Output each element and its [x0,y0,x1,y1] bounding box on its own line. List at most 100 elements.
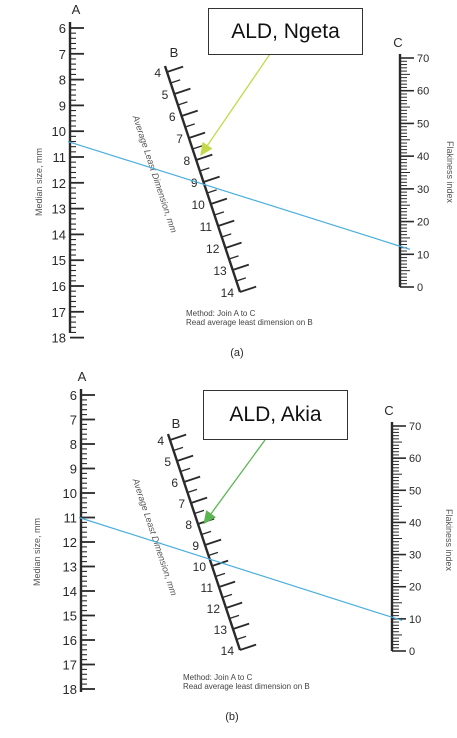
scale-b-major-tick [204,538,222,546]
scale-b-minor-tick [177,101,188,106]
scale-c-tick-label: 0 [409,646,415,658]
scale-b-major-tick [232,263,250,271]
scale-c-letter: C [393,35,402,50]
scale-c-tick-label: 10 [409,614,421,626]
scale-b-minor-tick [173,446,184,452]
scale-c-tick-label: 40 [409,517,421,529]
scale-a-tick-label: 16 [52,279,66,294]
scale-b-minor-tick [208,551,219,557]
scale-b-major-tick [217,219,235,227]
scale-b-major-tick [203,175,220,183]
scale-a-tick-label: 10 [63,486,77,501]
scale-b-tick-label: 12 [207,602,221,616]
scale-c-tick-label: 40 [417,151,429,163]
callout-akia: ALD, Akia [203,390,348,440]
scale-c-tick-label: 0 [417,282,423,294]
callout-arrow-shaft [207,53,271,146]
panel-caption: (b) [225,711,238,723]
scale-a-tick-label: 16 [63,633,77,648]
join-line-a-to-c [67,140,411,250]
scale-b-tick-label: 8 [185,518,192,532]
scale-b-tick-label: 9 [191,176,198,190]
scale-b-axis [163,65,242,293]
scale-b-major-tick [225,241,242,249]
scale-c-tick-label: 50 [409,485,421,497]
scale-b-major-tick [218,580,236,588]
scale-b-tick-label: 6 [171,476,178,490]
method-line-2: Read average least dimension on B [186,318,313,327]
scale-a-axis-label: Median size, mm [32,518,42,586]
scale-a-axis-label: Median size, mm [34,148,44,216]
scale-c-tick-label: 20 [409,582,421,594]
scale-b-major-tick [190,496,208,504]
scale-b-tick-label: 13 [214,623,228,637]
scale-a-tick-label: 12 [63,535,77,550]
scale-b-major-tick [181,109,199,117]
scale-b-minor-tick [214,211,225,216]
scale-a-tick-label: 7 [59,47,66,62]
scale-a-tick-label: 17 [63,658,77,673]
scale-a-tick-label: 14 [52,227,66,242]
scale-a-tick-label: 11 [64,511,78,526]
method-line-2: Read average least dimension on B [183,682,310,691]
scale-b-tick-label: 11 [201,581,214,595]
scale-b-major-tick [210,197,228,205]
scale-b-tick-label: 5 [164,455,171,469]
scale-a-tick-label: 15 [63,609,77,624]
scale-c-tick-label: 20 [417,217,429,229]
scale-b-tick-label: 6 [169,110,176,124]
scale-a-tick-label: 14 [63,584,77,599]
scale-b-tick-label: 7 [178,497,185,511]
scale-b-minor-tick [201,530,212,536]
scale-b-minor-tick [229,614,240,620]
scale-c-tick-label: 70 [417,53,429,65]
scale-b-major-tick [183,475,201,483]
scale-b-minor-tick [185,123,195,128]
scale-b-major-tick [195,153,213,161]
scale-b-minor-tick [180,467,191,473]
scale-b-tick-label: 10 [191,198,205,212]
scale-b-minor-tick [206,189,217,194]
scale-b-letter: B [172,416,181,431]
scale-a-tick-label: 18 [63,682,77,697]
scale-c-axis-label: Flakiness index [444,509,454,572]
scale-b-minor-tick [236,635,247,641]
scale-c-axis-label: Flakiness index [445,141,455,204]
callout-arrow-head [203,510,216,525]
scale-b-tick-label: 13 [213,264,227,278]
scale-a-tick-label: 12 [52,176,66,191]
scale-b-tick-label: 14 [221,286,235,300]
scale-b-minor-tick [236,277,247,282]
scale-b-tick-label: 5 [162,88,169,102]
scale-b-tick-label: 8 [184,154,191,168]
scale-a-tick-label: 11 [53,150,67,165]
scale-b-minor-tick [221,233,232,238]
scale-b-minor-tick [187,488,198,494]
scale-c-tick-label: 60 [409,453,421,465]
scale-c-tick-label: 50 [417,118,429,130]
scale-c-tick-label: 70 [409,421,421,433]
scale-b-major-tick [174,87,191,95]
scale-b-tick-label: 9 [192,539,199,553]
scale-a-tick-label: 8 [70,437,77,452]
scale-c-letter: C [384,403,393,418]
scale-b-major-tick [166,65,184,73]
method-line-1: Method: Join A to C [183,673,253,682]
callout-ngeta: ALD, Ngeta [208,8,363,55]
scale-b-tick-label: 4 [154,66,161,80]
scale-a-letter: A [78,369,87,384]
scale-b-major-tick [211,559,229,567]
scale-a-tick-label: 17 [52,305,66,320]
scale-b-minor-tick [215,572,226,578]
scale-a-tick-label: 15 [52,253,66,268]
callout-arrow-head [200,141,213,156]
scale-a-tick-label: 6 [59,21,66,36]
scale-a-tick-label: 13 [63,560,77,575]
scale-b-minor-tick [192,145,203,150]
scale-b-tick-label: 11 [200,220,213,234]
scale-a-tick-label: 6 [70,388,77,403]
scale-a-tick-label: 18 [52,331,66,346]
